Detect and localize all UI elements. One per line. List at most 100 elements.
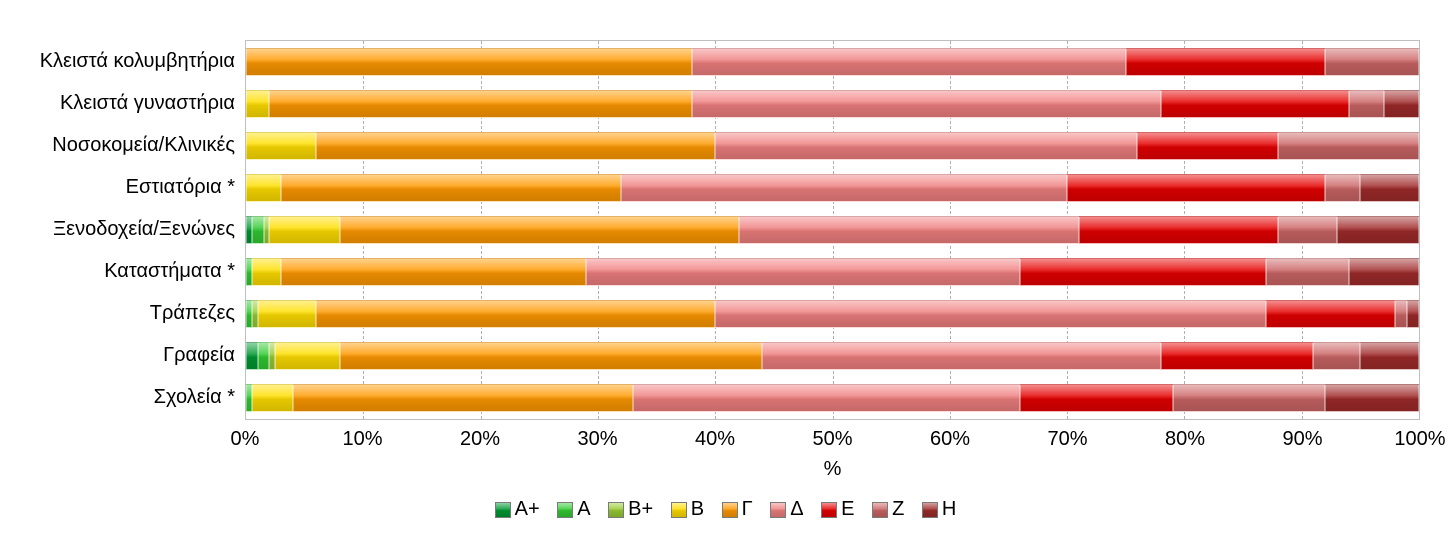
legend-item: Ζ (872, 498, 904, 521)
legend-swatch (495, 502, 511, 518)
x-tick-label: 70% (1038, 428, 1098, 451)
legend-item: Α+ (495, 498, 540, 521)
bar-segment (1325, 174, 1360, 202)
bar-row (246, 258, 1419, 286)
bar-segment (1325, 48, 1419, 76)
x-tick-label: 10% (333, 428, 393, 451)
bar-segment (1278, 132, 1419, 160)
bar-segment (1337, 216, 1419, 244)
bar-row (246, 342, 1419, 370)
legend-label: Ζ (892, 498, 904, 521)
bar-row (246, 216, 1419, 244)
legend-label: Β (691, 498, 704, 521)
legend-label: Δ (790, 498, 803, 521)
bar-segment (258, 300, 317, 328)
category-label: Νοσοκομεία/Κλινικές (5, 131, 235, 159)
bar-segment (1020, 258, 1266, 286)
bar-segment (715, 132, 1137, 160)
bar-segment (1407, 300, 1419, 328)
bar-segment (1349, 90, 1384, 118)
legend-swatch (770, 502, 786, 518)
legend-swatch (922, 502, 938, 518)
bar-segment (1137, 132, 1278, 160)
bar-segment (1161, 342, 1313, 370)
bar-segment (1266, 300, 1395, 328)
bar-segment (246, 48, 692, 76)
legend: Α+ Α Β+ Β Γ Δ Ε Ζ Η (0, 498, 1451, 524)
plot-area (245, 40, 1420, 420)
category-label: Κλειστά κολυμβητήρια (5, 47, 235, 75)
x-axis-title: % (245, 458, 1420, 481)
bar-segment (762, 342, 1161, 370)
category-label: Γραφεία (5, 341, 235, 369)
x-tick-label: 30% (568, 428, 628, 451)
category-label: Σχολεία * (5, 383, 235, 411)
legend-swatch (872, 502, 888, 518)
bar-segment (633, 384, 1020, 412)
bar-row (246, 48, 1419, 76)
bar-segment (281, 258, 586, 286)
legend-item: Γ (722, 498, 753, 521)
legend-item: Α (557, 498, 590, 521)
bar-row (246, 90, 1419, 118)
bar-segment (316, 132, 715, 160)
legend-item: Β (671, 498, 704, 521)
bar-segment (269, 216, 339, 244)
bar-segment (252, 258, 281, 286)
legend-item: Ε (821, 498, 854, 521)
bar-segment (252, 216, 264, 244)
legend-swatch (671, 502, 687, 518)
category-label: Εστιατόρια * (5, 173, 235, 201)
stacked-bar-chart: Κλειστά κολυμβητήρια Κλειστά γυναστήρια … (0, 0, 1451, 542)
bar-segment (258, 342, 270, 370)
x-tick-label: 0% (215, 428, 275, 451)
legend-label: Α+ (515, 498, 540, 521)
bar-segment (621, 174, 1067, 202)
bar-segment (275, 342, 340, 370)
bar-row (246, 132, 1419, 160)
bar-segment (1020, 384, 1172, 412)
bar-segment (340, 342, 762, 370)
bar-segment (1126, 48, 1325, 76)
legend-label: Ε (841, 498, 854, 521)
bar-segment (252, 384, 293, 412)
bar-segment (1278, 216, 1337, 244)
legend-swatch (821, 502, 837, 518)
x-tick-label: 90% (1273, 428, 1333, 451)
legend-label: Α (577, 498, 590, 521)
legend-swatch (722, 502, 738, 518)
x-tick-label: 20% (450, 428, 510, 451)
bar-segment (1349, 258, 1419, 286)
bar-segment (1395, 300, 1407, 328)
bar-row (246, 174, 1419, 202)
bar-segment (692, 48, 1126, 76)
bar-segment (1325, 384, 1419, 412)
legend-item: Β+ (608, 498, 653, 521)
bar-segment (1360, 342, 1419, 370)
bar-segment (1384, 90, 1419, 118)
bar-segment (246, 174, 281, 202)
bar-segment (692, 90, 1161, 118)
bar-segment (1313, 342, 1360, 370)
legend-label: Η (942, 498, 956, 521)
category-label: Τράπεζες (5, 299, 235, 327)
bar-segment (739, 216, 1079, 244)
legend-item: Η (922, 498, 956, 521)
bar-segment (269, 90, 691, 118)
bar-segment (715, 300, 1266, 328)
bar-segment (246, 132, 316, 160)
bar-segment (281, 174, 621, 202)
legend-swatch (608, 502, 624, 518)
x-tick-label: 40% (685, 428, 745, 451)
x-tick-label: 60% (920, 428, 980, 451)
bar-segment (1266, 258, 1348, 286)
bar-segment (586, 258, 1020, 286)
legend-label: Γ (742, 498, 753, 521)
bar-segment (340, 216, 739, 244)
bar-segment (246, 90, 269, 118)
bar-row (246, 384, 1419, 412)
legend-swatch (557, 502, 573, 518)
x-tick-label: 80% (1155, 428, 1215, 451)
bar-segment (293, 384, 633, 412)
x-tick-label: 50% (803, 428, 863, 451)
